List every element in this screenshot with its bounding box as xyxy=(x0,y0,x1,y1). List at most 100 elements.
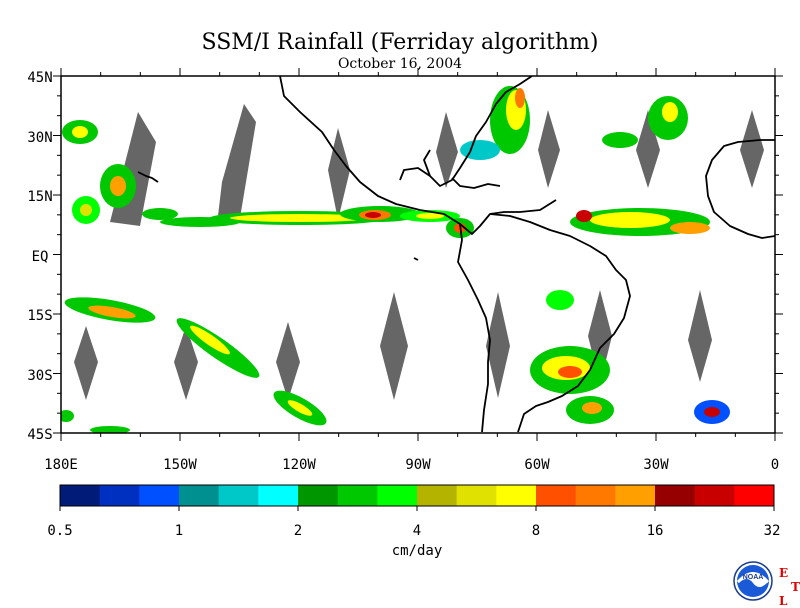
rain-patch xyxy=(416,213,444,219)
colorbar-cell xyxy=(694,485,735,506)
colorbar: 0.5 1 2 4 8 16 32 cm/day xyxy=(47,484,780,559)
tick-marks xyxy=(53,68,783,441)
swath xyxy=(218,104,256,218)
lat-tick-label: 15S xyxy=(27,308,52,324)
lat-tick-label: 45S xyxy=(27,427,52,443)
colorbar-tick-label: 2 xyxy=(294,523,302,539)
colorbar-tick-label: 0.5 xyxy=(47,523,72,539)
coastline-north-america xyxy=(279,76,557,235)
rain-patch xyxy=(460,140,500,160)
lat-tick-label: 30N xyxy=(27,130,52,146)
colorbar-cell xyxy=(60,485,101,506)
lab-mark-letter: L xyxy=(779,594,788,608)
swath xyxy=(636,110,660,188)
colorbar-cell xyxy=(179,485,220,506)
rain-patch xyxy=(230,214,370,222)
colorbar-cell xyxy=(615,485,656,506)
rain-patch xyxy=(582,402,602,414)
lat-tick-label: 45N xyxy=(27,70,52,86)
rain-patch xyxy=(110,176,126,196)
swath xyxy=(486,292,510,398)
rain-patch xyxy=(670,222,710,234)
swath xyxy=(588,290,612,384)
rain-patch xyxy=(142,208,178,220)
colorbar-cell xyxy=(496,485,537,506)
land-outlines xyxy=(137,76,775,433)
swath xyxy=(174,326,198,400)
colorbar-cell xyxy=(258,485,299,506)
rainfall-field xyxy=(61,86,730,433)
rain-patch xyxy=(88,305,136,319)
rain-patch xyxy=(558,366,582,378)
colorbar-cell xyxy=(298,485,339,506)
lat-tick-label: 15N xyxy=(27,189,52,205)
colorbar-cell xyxy=(655,485,696,506)
swath xyxy=(328,128,350,220)
lon-tick-label: 150W xyxy=(163,457,197,473)
lon-axis: 180E 150W 120W 90W 60W 30W 0 xyxy=(44,457,779,473)
lon-tick-label: 60W xyxy=(524,457,550,473)
rain-patch xyxy=(515,88,525,108)
coastline-florida-cuba xyxy=(423,149,501,189)
colorbar-cell xyxy=(377,485,418,506)
rain-patch xyxy=(590,212,670,228)
rain-patch xyxy=(602,132,638,148)
lon-tick-label: 0 xyxy=(771,457,779,473)
colorbar-tick-label: 1 xyxy=(175,523,183,539)
page-subtitle: October 16, 2004 xyxy=(337,56,463,72)
rain-patch xyxy=(90,426,130,433)
colorbar-cell xyxy=(575,485,616,506)
rain-patch xyxy=(576,210,592,222)
colorbar-cell xyxy=(218,485,259,506)
lab-mark: E T L xyxy=(779,566,800,608)
coastline-hawaii xyxy=(137,171,159,183)
rain-patch xyxy=(287,400,313,416)
rain-patch xyxy=(61,410,74,422)
rain-patch xyxy=(546,290,574,310)
colorbar-cell xyxy=(536,485,577,506)
lon-tick-label: 180E xyxy=(44,457,78,473)
lab-mark-letter: T xyxy=(791,580,800,594)
colorbar-ticks: 0.5 1 2 4 8 16 32 xyxy=(47,523,780,539)
lab-mark-letter: E xyxy=(779,566,789,580)
rain-patch xyxy=(72,126,88,138)
colorbar-cell xyxy=(139,485,180,506)
colorbar-cell xyxy=(337,485,378,506)
colorbar-tick-label: 16 xyxy=(647,523,664,539)
lon-tick-label: 30W xyxy=(643,457,669,473)
lon-tick-label: 90W xyxy=(405,457,431,473)
coastline-island xyxy=(413,257,419,261)
swath xyxy=(688,290,712,382)
noaa-logo: NOAA xyxy=(733,561,773,601)
colorbar-cell xyxy=(456,485,497,506)
rain-patch xyxy=(190,325,230,355)
colorbar-tick-label: 32 xyxy=(764,523,781,539)
swath xyxy=(380,292,408,400)
swath xyxy=(74,326,98,400)
colorbar-cell xyxy=(734,485,775,506)
noaa-logo-text: NOAA xyxy=(743,574,764,581)
swath xyxy=(538,110,560,188)
colorbar-unit-label: cm/day xyxy=(392,543,443,559)
lat-tick-label: 30S xyxy=(27,368,52,384)
rain-patch xyxy=(704,407,720,417)
page-title: SSM/I Rainfall (Ferriday algorithm) xyxy=(201,30,599,55)
swath xyxy=(276,322,300,400)
rain-patch xyxy=(662,102,678,122)
swath xyxy=(740,110,764,188)
rain-patch xyxy=(80,204,92,216)
colorbar-tick-label: 4 xyxy=(413,523,421,539)
rain-patch xyxy=(160,217,240,227)
colorbar-cell xyxy=(99,485,140,506)
rain-patch xyxy=(365,212,381,218)
colorbar-cell xyxy=(417,485,458,506)
lat-tick-label: EQ xyxy=(32,249,49,265)
coastline-south-america xyxy=(457,213,631,433)
colorbar-border xyxy=(59,484,775,507)
lon-tick-label: 120W xyxy=(282,457,316,473)
coastline-africa xyxy=(705,139,775,239)
colorbar-tick-label: 8 xyxy=(532,523,540,539)
lat-axis: 45N 30N 15N EQ 15S 30S 45S xyxy=(27,70,52,443)
swath xyxy=(436,112,458,188)
